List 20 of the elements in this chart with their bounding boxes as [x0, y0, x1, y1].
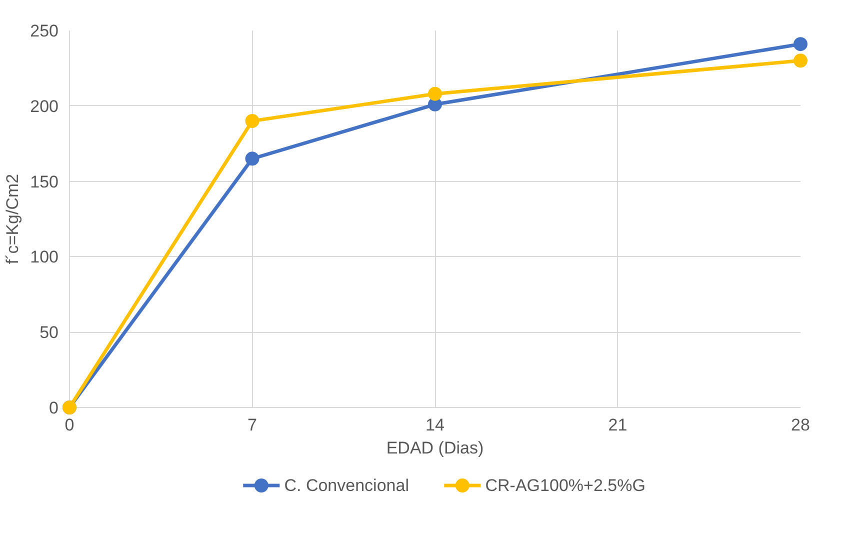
x-tick-label: 14 [426, 416, 444, 434]
y-tick-label: 200 [30, 96, 59, 116]
y-tick-label: 50 [40, 323, 59, 342]
point [794, 54, 808, 68]
y-tick-label: 0 [49, 398, 59, 418]
y-tick-label: 150 [30, 172, 59, 192]
legend-label: CR-AG100%+2.5%G [485, 476, 646, 495]
y-axis-title: f´c=Kg/Cm2 [3, 174, 22, 264]
x-tick-label: 28 [791, 416, 810, 434]
x-tick-label: 7 [248, 416, 257, 434]
point [245, 114, 260, 128]
point [428, 86, 442, 101]
y-tick-label: 250 [30, 22, 59, 40]
legend-label: C. Convencional [284, 476, 409, 495]
x-tick-label: 21 [608, 416, 628, 434]
x-axis-title: EDAD (Dias) [386, 438, 484, 458]
y-tick-label: 100 [30, 248, 59, 267]
point [794, 37, 808, 52]
x-tick-label: 0 [64, 416, 74, 434]
point [245, 152, 260, 166]
